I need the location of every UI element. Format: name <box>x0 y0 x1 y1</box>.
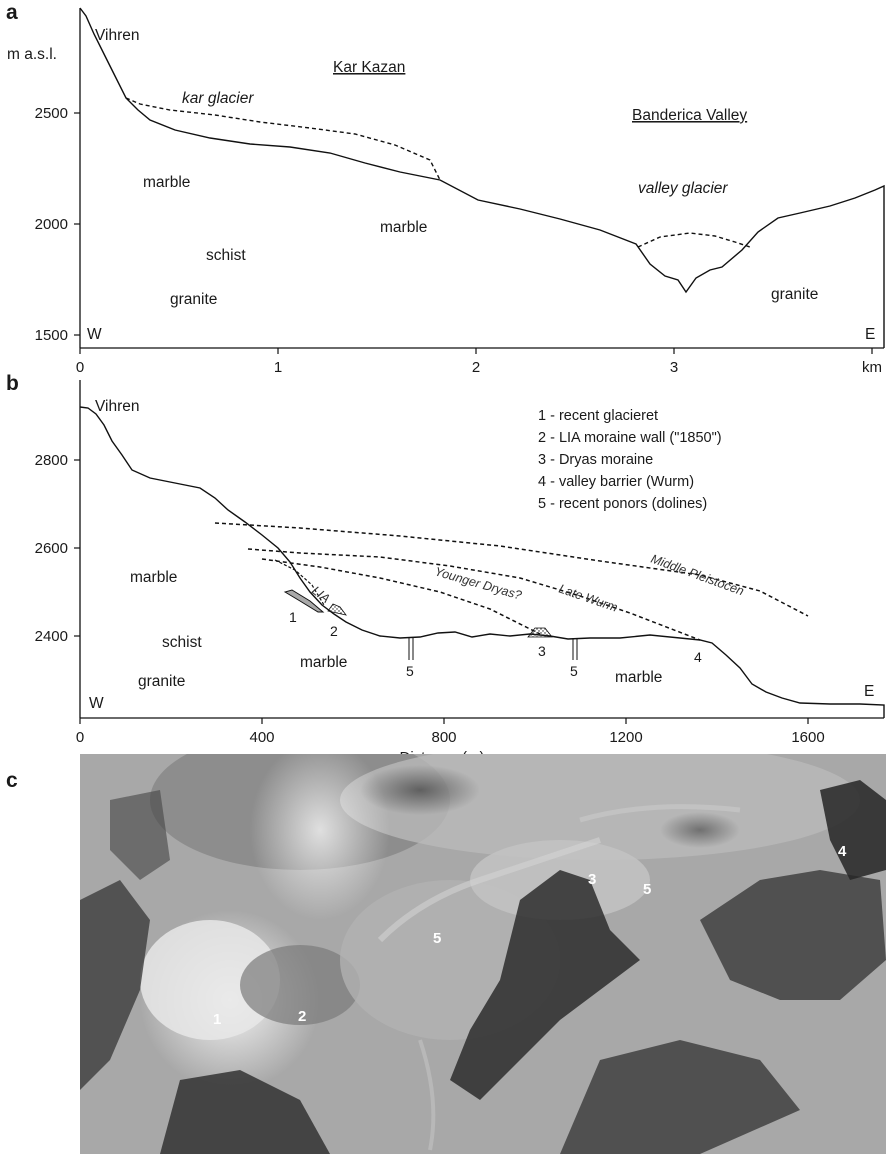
panel-a-valley-glacier-label: valley glacier <box>638 180 728 197</box>
panel-b-x-tick-1200: 1200 <box>609 729 642 746</box>
panel-b-feature-5b: 5 <box>570 663 578 679</box>
panel-b-x-tick-0: 0 <box>76 729 84 746</box>
panel-a-peak-label: Vihren <box>95 27 140 44</box>
panel-b-feature-5a: 5 <box>406 663 414 679</box>
panel-a-x-tick-2: 2 <box>472 359 480 376</box>
panel-b-letter: b <box>6 372 19 395</box>
panel-b-rock-marble-1: marble <box>130 569 177 586</box>
panel-b: b 2800 2600 2400 0 400 800 1200 1600 Dis… <box>6 372 885 766</box>
panel-b-label-late-wurm: Late Wurm <box>557 582 619 615</box>
panel-a-kar-glacier-line <box>125 97 441 181</box>
panel-a-x-tick-3: 3 <box>670 359 678 376</box>
panel-b-legend-item-4: 4 - valley barrier (Wurm) <box>538 474 694 490</box>
panel-b-rock-granite: granite <box>138 673 185 690</box>
panel-a-rock-granite-2: granite <box>771 286 818 303</box>
panel-a-ticks <box>74 112 873 354</box>
panel-a-dir-e: E <box>865 326 875 343</box>
photo-feature-5b: 5 <box>643 881 651 898</box>
panel-a-dir-w: W <box>87 326 102 343</box>
panel-b-x-tick-400: 400 <box>249 729 274 746</box>
panel-a-x-tick-0: 0 <box>76 359 84 376</box>
panel-c-letter: c <box>6 769 18 792</box>
panel-b-terrain-profile <box>79 406 885 718</box>
panel-a-kar-glacier-label: kar glacier <box>182 90 254 107</box>
panel-a-place-kar-kazan: Kar Kazan <box>333 59 405 76</box>
panel-b-legend-item-3: 3 - Dryas moraine <box>538 452 653 468</box>
panel-b-legend-item-5: 5 - recent ponors (dolines) <box>538 496 707 512</box>
panel-b-legend-item-2: 2 - LIA moraine wall ("1850") <box>538 430 722 446</box>
aerial-photo <box>80 754 886 1154</box>
panel-b-middle-pleistocene-line <box>214 522 809 617</box>
panel-a-letter: a <box>6 1 18 24</box>
panel-b-younger-dryas-line <box>261 558 541 635</box>
panel-b-x-tick-1600: 1600 <box>791 729 824 746</box>
panel-b-dir-e: E <box>864 683 874 700</box>
panel-b-label-middle-pleistocen: Middle Pleistocen <box>649 552 746 599</box>
panel-b-feature-3: 3 <box>538 643 546 659</box>
panel-b-x-tick-800: 800 <box>431 729 456 746</box>
panel-b-lia-line <box>274 559 325 606</box>
panel-b-glacieret <box>283 589 325 613</box>
panel-b-legend-item-1: 1 - recent glacieret <box>538 408 658 424</box>
panel-a-valley-glacier-line <box>637 232 751 248</box>
panel-b-rock-schist: schist <box>162 634 202 651</box>
panel-b-peak-label: Vihren <box>95 398 140 415</box>
panel-b-dryas-moraine <box>527 627 553 638</box>
panel-a: a 2500 2000 1500 0 1 2 3 km Vihren m a.s… <box>6 1 885 376</box>
panel-a-rock-marble-2: marble <box>380 219 427 236</box>
panel-b-ticks <box>74 459 809 724</box>
panel-c: c 1 2 3 <box>6 754 886 1154</box>
panel-b-feature-4: 4 <box>694 649 702 665</box>
panel-b-ponors <box>408 638 578 660</box>
panel-a-x-tick-1: 1 <box>274 359 282 376</box>
panel-a-y-tick-2500: 2500 <box>35 105 68 122</box>
panel-b-y-tick-2400: 2400 <box>35 628 68 645</box>
panel-b-feature-2: 2 <box>330 623 338 639</box>
photo-feature-5a: 5 <box>433 930 441 947</box>
photo-feature-2: 2 <box>298 1008 306 1025</box>
panel-a-rock-granite-1: granite <box>170 291 217 308</box>
panel-b-rock-marble-3: marble <box>615 669 662 686</box>
panel-a-rock-schist: schist <box>206 247 246 264</box>
panel-a-y-unit: m a.s.l. <box>7 46 57 63</box>
panel-a-y-tick-2000: 2000 <box>35 216 68 233</box>
panel-b-rock-marble-2: marble <box>300 654 347 671</box>
panel-b-lia-moraine <box>327 603 347 616</box>
panel-a-y-tick-1500: 1500 <box>35 327 68 344</box>
panel-b-y-tick-2600: 2600 <box>35 540 68 557</box>
panel-a-place-banderica: Banderica Valley <box>632 107 747 124</box>
panel-b-late-wurm-line <box>247 548 701 641</box>
panel-a-terrain-profile <box>79 7 885 348</box>
panel-b-feature-1: 1 <box>289 609 297 625</box>
panel-a-rock-marble-1: marble <box>143 174 190 191</box>
panel-b-y-tick-2800: 2800 <box>35 452 68 469</box>
panel-a-x-tick-km: km <box>862 359 882 376</box>
photo-feature-3: 3 <box>588 871 596 888</box>
panel-b-dir-w: W <box>89 695 104 712</box>
photo-feature-4: 4 <box>838 843 847 860</box>
photo-feature-1: 1 <box>213 1011 221 1028</box>
